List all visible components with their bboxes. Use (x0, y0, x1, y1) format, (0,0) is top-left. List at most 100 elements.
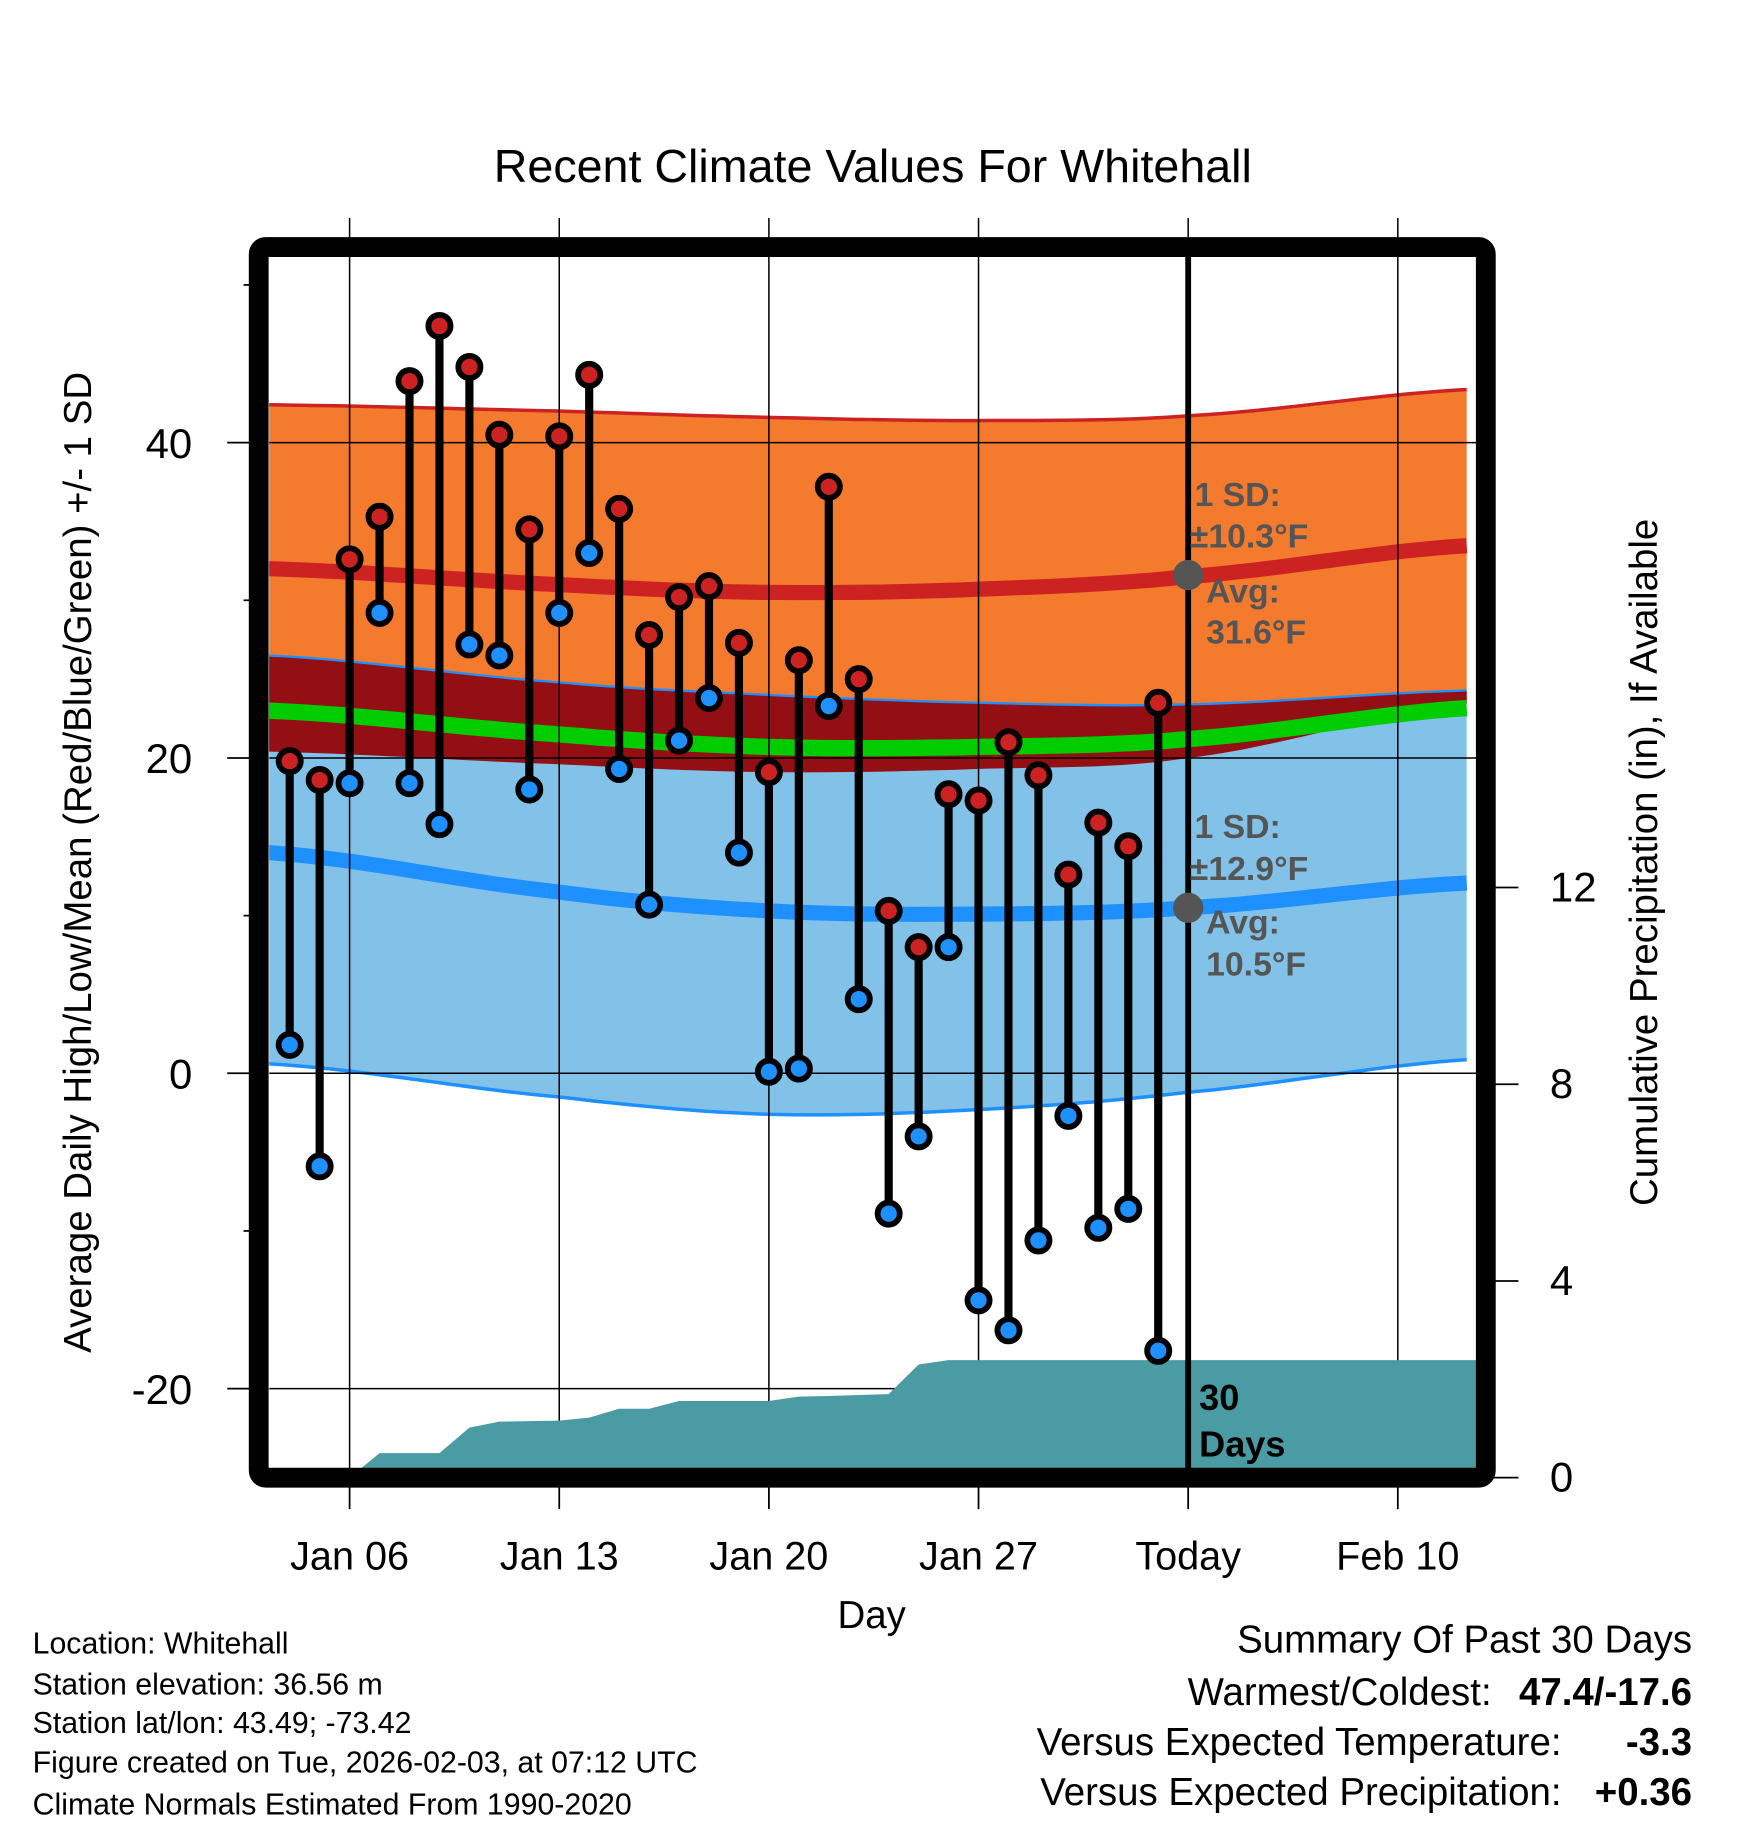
day-observation (695, 572, 723, 713)
normal-bands (269, 387, 1468, 1117)
day-observation (844, 665, 873, 1014)
precip-anomaly-value: +0.36 (1595, 1771, 1692, 1814)
low-point (934, 933, 963, 962)
low-normal-line (269, 845, 1468, 922)
high-point (1024, 761, 1053, 790)
high-point (1144, 688, 1173, 717)
y-tick-label: -20 (132, 1366, 193, 1413)
low-avg-marker (1173, 892, 1204, 923)
high-point (964, 786, 993, 815)
location-text: Location: Whitehall (33, 1628, 289, 1661)
low-point (425, 810, 454, 839)
precip-area (360, 256, 1477, 1469)
day-observation (754, 758, 783, 1086)
station-info: Location: Whitehall Station elevation: 3… (33, 1628, 698, 1822)
high-sd-label: 1 SD: (1194, 476, 1280, 514)
summary-title: Summary Of Past 30 Days (1237, 1618, 1692, 1661)
high-point (994, 728, 1023, 757)
warm-cold-label: Warmest/Coldest: (1188, 1671, 1492, 1714)
low-point (1024, 1226, 1053, 1255)
low-avg-label: Avg: (1206, 903, 1280, 941)
low-point (1054, 1101, 1083, 1130)
low-point (365, 598, 394, 627)
daily-observations (275, 311, 1173, 1365)
high-point (934, 780, 963, 809)
low-avg-value: 10.5°F (1206, 945, 1306, 983)
high-sd-band (269, 389, 1467, 773)
low-point (1144, 1336, 1173, 1365)
y-tick-label: 40 (146, 420, 193, 467)
low-point (964, 1286, 993, 1315)
precip-anomaly-label: Versus Expected Precipitation: (1040, 1771, 1561, 1814)
high-point (365, 502, 394, 531)
low-point (844, 985, 873, 1014)
low-point (635, 890, 664, 919)
high-point (305, 766, 334, 795)
y-tick-label: 0 (169, 1050, 192, 1097)
day-observation (1114, 832, 1143, 1223)
plot-area (269, 256, 1477, 1469)
precip-period-label: Days (1199, 1424, 1285, 1465)
elevation-text: Station elevation: 36.56 m (33, 1668, 383, 1701)
day-observation (784, 646, 813, 1083)
high-point (605, 494, 634, 523)
day-observation (455, 352, 484, 659)
low-point (1114, 1194, 1143, 1223)
low-sd-value: ±12.9°F (1190, 850, 1308, 888)
low-point (275, 1030, 304, 1059)
high-point (545, 422, 574, 451)
high-point (754, 758, 783, 787)
high-avg-marker (1173, 559, 1204, 591)
high-sd-value: ±10.3°F (1190, 518, 1308, 556)
low-upper-line (269, 654, 1467, 707)
x-tick-label: Feb 10 (1336, 1535, 1459, 1579)
low-point (695, 684, 723, 713)
low-point (485, 641, 514, 670)
day-observation (635, 620, 664, 919)
day-observation (575, 360, 604, 567)
high-point (784, 646, 813, 675)
day-observation (515, 515, 544, 804)
high-point (874, 896, 903, 925)
high-avg-label: Avg: (1206, 573, 1280, 611)
high-point (575, 360, 604, 389)
y-tick-label: 20 (146, 735, 193, 782)
low-point (724, 838, 753, 867)
low-point (335, 769, 364, 798)
high-point (814, 472, 843, 501)
high-point (904, 933, 933, 962)
high-point (395, 367, 424, 396)
high-point (844, 665, 873, 694)
temp-anomaly-value: -3.3 (1626, 1721, 1692, 1764)
high-point (1054, 860, 1083, 889)
day-observation (1084, 808, 1113, 1242)
day-observation (994, 728, 1023, 1345)
latlon-text: Station lat/lon: 43.49; -73.42 (33, 1707, 412, 1740)
high-avg-value: 31.6°F (1206, 613, 1306, 651)
x-axis-label: Day (837, 1594, 906, 1637)
x-tick-label: Today (1135, 1535, 1241, 1579)
day-observation (934, 780, 963, 962)
low-point (784, 1054, 813, 1083)
chart-title: Recent Climate Values For Whitehall (494, 140, 1252, 192)
y-right-axis-label: Cumulative Precipitation (in), If Availa… (1623, 519, 1666, 1206)
x-tick-label: Jan 27 (919, 1535, 1038, 1579)
high-point (425, 311, 454, 340)
high-point (455, 352, 484, 381)
day-observation (1024, 761, 1053, 1255)
x-tick-label: Jan 06 (290, 1535, 409, 1579)
low-point (994, 1316, 1023, 1345)
low-point (814, 691, 843, 720)
low-sd-band (269, 655, 1467, 1115)
high-point (1084, 808, 1113, 837)
y-right-tick-label: 4 (1550, 1257, 1573, 1304)
low-point (754, 1057, 783, 1086)
day-observation (485, 420, 514, 670)
precip-cumulative-area (360, 1360, 1477, 1469)
low-point (515, 775, 544, 804)
high-point (515, 515, 544, 544)
low-point (395, 769, 424, 798)
